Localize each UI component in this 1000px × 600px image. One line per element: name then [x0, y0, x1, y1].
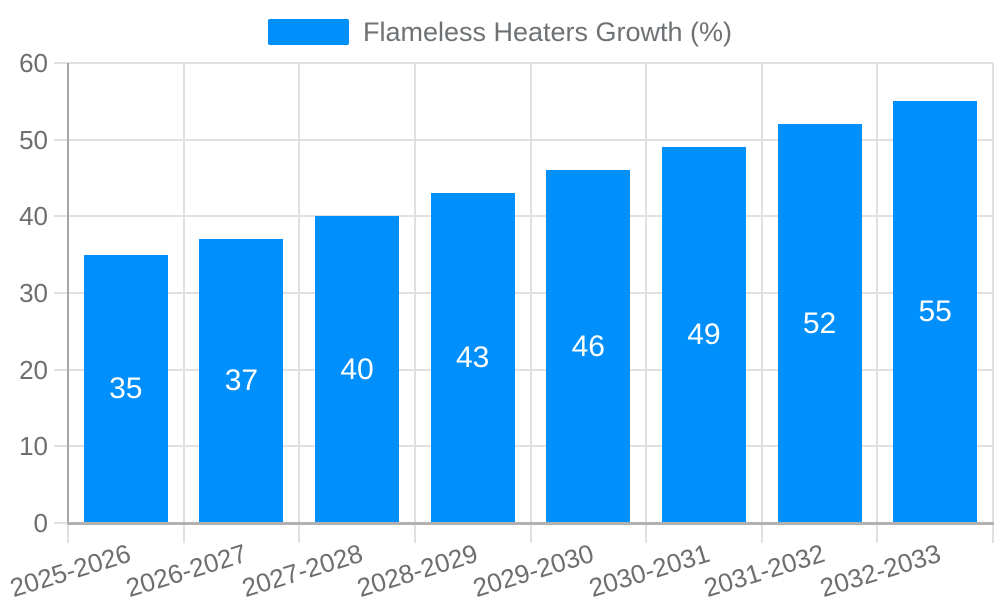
gridline-vertical: [182, 63, 185, 523]
bar-value-label: 35: [109, 371, 143, 405]
x-axis-tick: [876, 523, 879, 543]
bar-value-label: 52: [802, 306, 837, 340]
y-tick-label: 30: [19, 278, 48, 308]
gridline-vertical: [645, 63, 648, 523]
x-axis-tick: [760, 523, 763, 543]
legend-label: Flameless Heaters Growth (%): [362, 16, 733, 47]
gridline-vertical: [992, 63, 994, 523]
bar-value-label: 55: [918, 295, 952, 329]
y-tick-label: 60: [19, 48, 48, 78]
bar-value-label: 37: [224, 364, 259, 398]
y-axis-tick: [54, 215, 68, 218]
legend[interactable]: Flameless Heaters Growth (%): [0, 16, 1000, 48]
x-axis-tick: [645, 523, 648, 543]
x-axis-tick: [992, 523, 994, 543]
bar[interactable]: 49: [661, 147, 746, 523]
y-axis-tick: [54, 522, 68, 524]
y-axis-tick: [54, 138, 68, 141]
bar[interactable]: 37: [199, 239, 284, 523]
x-axis-tick: [182, 523, 185, 543]
bar-value-label: 40: [340, 352, 374, 386]
gridline-vertical: [760, 63, 763, 523]
x-tick-label: 2025-2026: [6, 538, 135, 600]
x-tick-label: 2031-2032: [700, 538, 829, 600]
y-tick-label: 10: [19, 431, 48, 462]
x-axis-tick: [67, 523, 69, 543]
x-axis-tick: [529, 523, 532, 543]
gridline-vertical: [529, 63, 532, 523]
bar[interactable]: 55: [893, 101, 978, 523]
bar-value-label: 49: [687, 318, 721, 352]
y-tick-label: 20: [19, 354, 48, 385]
y-axis-tick: [54, 292, 68, 294]
x-tick-label: 2029-2030: [469, 538, 598, 600]
gridline-vertical: [298, 63, 301, 523]
bar[interactable]: 43: [430, 193, 515, 523]
x-tick-label: 2027-2028: [238, 538, 366, 600]
bar[interactable]: 35: [83, 254, 168, 523]
x-axis-tick: [413, 523, 416, 543]
gridline-vertical: [413, 63, 416, 523]
y-axis-line: [67, 63, 69, 525]
y-axis-tick: [54, 445, 68, 448]
bar[interactable]: 40: [315, 216, 400, 523]
bar-value-label: 43: [456, 341, 490, 375]
y-tick-label: 0: [33, 508, 48, 538]
legend-swatch: [267, 19, 349, 45]
x-tick-label: 2028-2029: [353, 538, 482, 600]
x-tick-label: 2032-2033: [816, 538, 944, 600]
y-axis-tick: [54, 368, 68, 371]
bar[interactable]: 46: [546, 170, 631, 523]
x-tick-label: 2030-2031: [585, 538, 713, 600]
y-axis-tick: [54, 62, 68, 64]
bar[interactable]: 52: [777, 124, 862, 523]
y-tick-label: 40: [19, 201, 48, 232]
y-tick-label: 50: [19, 124, 48, 155]
bar-value-label: 46: [571, 329, 605, 363]
x-axis-tick: [298, 523, 301, 543]
x-axis-line: [67, 522, 994, 525]
x-tick-label: 2026-2027: [122, 538, 251, 600]
gridline-vertical: [876, 63, 879, 523]
